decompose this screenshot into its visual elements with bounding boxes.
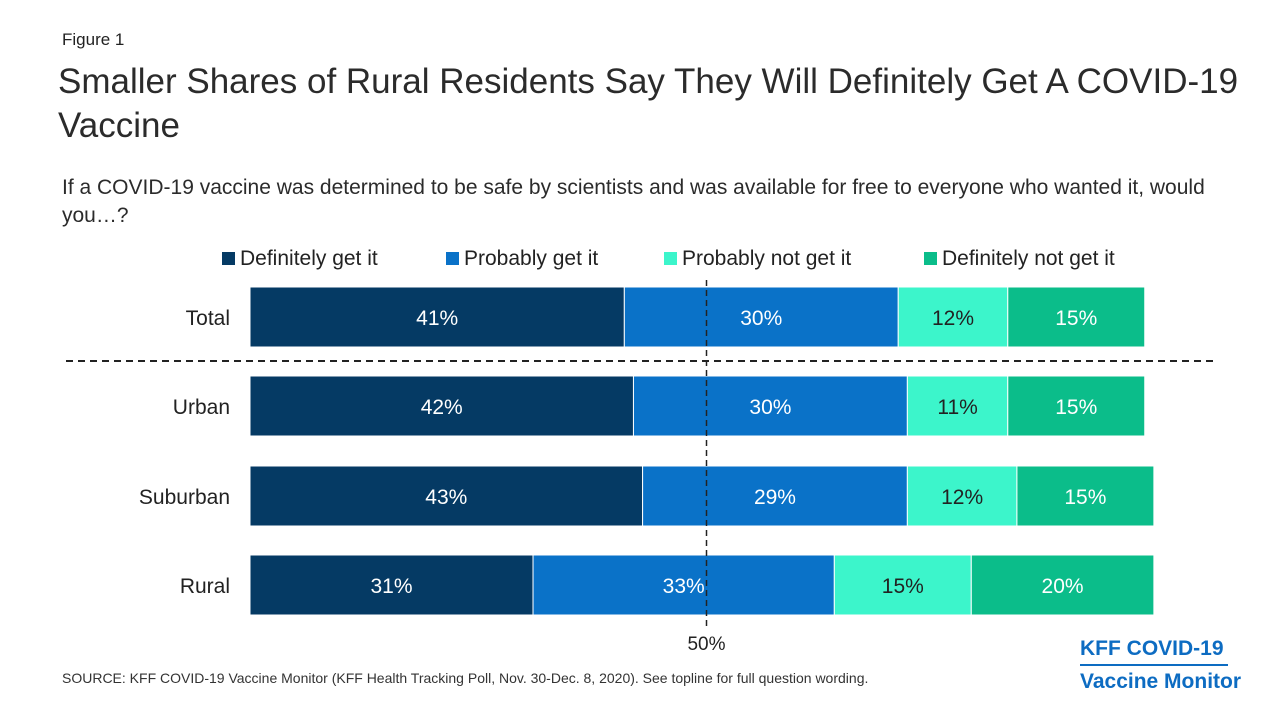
data-label-total-definitely-not: 15% bbox=[1055, 307, 1097, 330]
bar-urban-definitely-get bbox=[249, 375, 634, 437]
legend-swatch-probably-not bbox=[664, 252, 677, 265]
bar-rural-definitely-get bbox=[249, 554, 534, 616]
bar-rural-probably-not bbox=[833, 554, 972, 616]
data-label-rural-probably-get: 33% bbox=[663, 575, 705, 598]
data-label-total-probably-not: 12% bbox=[932, 307, 974, 330]
source-note: SOURCE: KFF COVID-19 Vaccine Monitor (KF… bbox=[62, 670, 869, 686]
bar-total-probably-get bbox=[623, 286, 899, 348]
data-label-rural-probably-not: 15% bbox=[882, 575, 924, 598]
legend-label-definitely-not: Definitely not get it bbox=[942, 247, 1115, 270]
category-label-suburban: Suburban bbox=[139, 486, 230, 509]
data-label-urban-probably-not: 11% bbox=[937, 396, 977, 419]
legend-item-definitely-not: Definitely not get it bbox=[924, 246, 1115, 272]
legend-swatch-probably-get bbox=[446, 252, 459, 265]
data-label-urban-probably-get: 30% bbox=[749, 396, 791, 419]
legend-item-definitely-get: Definitely get it bbox=[222, 246, 378, 272]
data-label-total-probably-get: 30% bbox=[740, 307, 782, 330]
brand-line-1: KFF COVID-19 bbox=[1080, 637, 1224, 660]
bar-urban-definitely-not bbox=[1007, 375, 1146, 437]
bar-suburban-definitely-not bbox=[1016, 465, 1155, 527]
bar-rural-probably-get bbox=[532, 554, 835, 616]
legend-swatch-definitely-get bbox=[222, 252, 235, 265]
category-label-urban: Urban bbox=[173, 396, 230, 419]
legend-item-probably-get: Probably get it bbox=[446, 246, 598, 272]
category-label-total: Total bbox=[186, 307, 230, 330]
bar-suburban-probably-get bbox=[642, 465, 908, 527]
data-label-urban-definitely-get: 42% bbox=[421, 396, 463, 419]
bar-suburban-probably-not bbox=[906, 465, 1018, 527]
legend-label-definitely-get: Definitely get it bbox=[240, 247, 378, 270]
bar-urban-probably-get bbox=[632, 375, 908, 437]
legend-label-probably-get: Probably get it bbox=[464, 247, 599, 270]
data-label-suburban-probably-get: 29% bbox=[754, 486, 796, 509]
data-label-suburban-probably-not: 12% bbox=[941, 486, 983, 509]
bar-urban-probably-not bbox=[906, 375, 1009, 437]
bar-total-definitely-not bbox=[1007, 286, 1146, 348]
chart-title: Smaller Shares of Rural Residents Say Th… bbox=[58, 62, 1239, 145]
chart-legend: Definitely get it Probably get it Probab… bbox=[0, 246, 1280, 274]
data-label-suburban-definitely-get: 43% bbox=[425, 486, 467, 509]
data-label-suburban-definitely-not: 15% bbox=[1064, 486, 1106, 509]
category-label-rural: Rural bbox=[180, 575, 230, 598]
data-label-rural-definitely-not: 20% bbox=[1042, 575, 1084, 598]
data-label-urban-definitely-not: 15% bbox=[1055, 396, 1097, 419]
brand-logo: KFF COVID-19 Vaccine Monitor bbox=[1080, 636, 1255, 695]
bar-suburban-definitely-get bbox=[249, 465, 644, 527]
bar-rural-definitely-not bbox=[970, 554, 1155, 616]
brand-line-2: Vaccine Monitor bbox=[1080, 670, 1242, 693]
data-label-total-definitely-get: 41% bbox=[416, 307, 458, 330]
figure-label: Figure 1 bbox=[62, 30, 125, 49]
bar-total-definitely-get bbox=[249, 286, 625, 348]
data-label-rural-definitely-get: 31% bbox=[370, 575, 412, 598]
chart-subtitle: If a COVID-19 vaccine was determined to … bbox=[62, 176, 1205, 227]
legend-swatch-definitely-not bbox=[924, 252, 937, 265]
brand-rule bbox=[1080, 664, 1228, 666]
reference-line-label: 50% bbox=[687, 634, 725, 655]
legend-item-probably-not: Probably not get it bbox=[664, 246, 851, 272]
legend-label-probably-not: Probably not get it bbox=[682, 247, 852, 270]
